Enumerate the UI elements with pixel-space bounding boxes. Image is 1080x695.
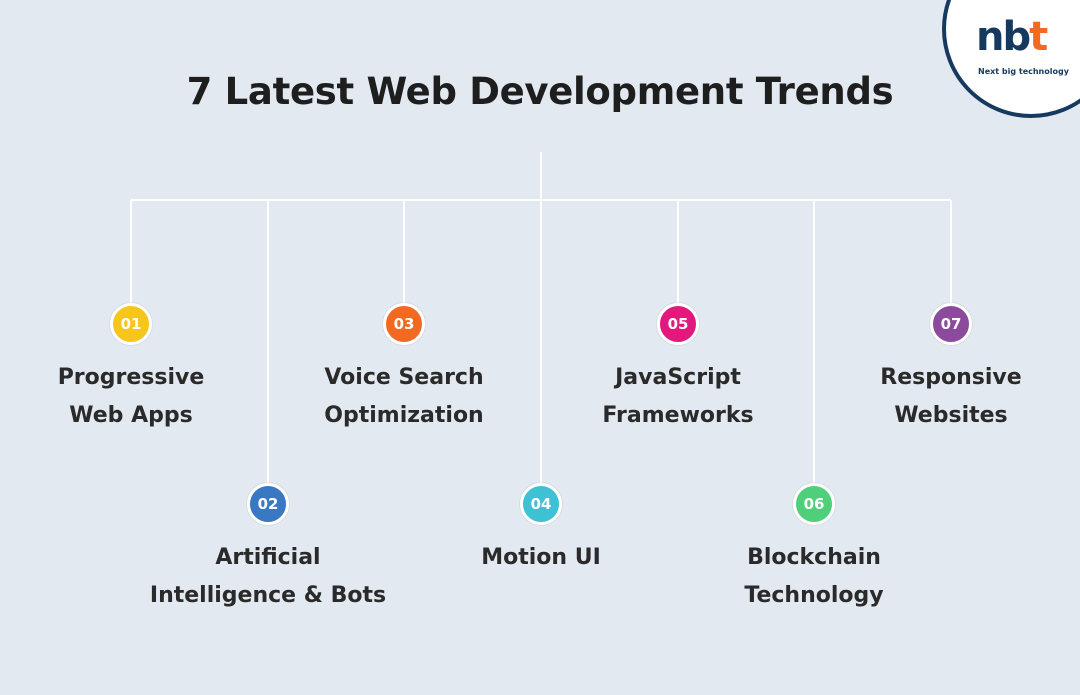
- trend-number-badge: 03: [383, 303, 425, 345]
- trend-item: 04 Motion UI: [421, 483, 661, 577]
- trend-item: 02 Artificial Intelligence & Bots: [148, 483, 388, 615]
- trend-number-badge: 02: [247, 483, 289, 525]
- trend-number-badge: 04: [520, 483, 562, 525]
- logo-mark: nbt: [976, 14, 1048, 60]
- trend-item: 06 Blockchain Technology: [694, 483, 934, 615]
- trend-label: Motion UI: [481, 545, 601, 570]
- trend-label: Responsive Websites: [880, 365, 1022, 428]
- trend-label: Artificial Intelligence & Bots: [149, 545, 387, 608]
- trend-label: Progressive Web Apps: [57, 365, 205, 428]
- trend-number-badge: 05: [657, 303, 699, 345]
- trend-label: JavaScript Frameworks: [602, 365, 754, 428]
- trend-item: 07 Responsive Websites: [831, 303, 1071, 435]
- trend-item: 05 JavaScript Frameworks: [558, 303, 798, 435]
- trend-number-badge: 01: [110, 303, 152, 345]
- trend-number-badge: 06: [793, 483, 835, 525]
- logo-tagline: Next big technology: [978, 67, 1069, 76]
- trend-item: 03 Voice Search Optimization: [284, 303, 524, 435]
- page-title: 7 Latest Web Development Trends: [186, 70, 894, 113]
- trend-number-badge: 07: [930, 303, 972, 345]
- trend-label: Blockchain Technology: [744, 545, 884, 608]
- trend-label: Voice Search Optimization: [324, 365, 484, 428]
- trend-item: 01 Progressive Web Apps: [11, 303, 251, 435]
